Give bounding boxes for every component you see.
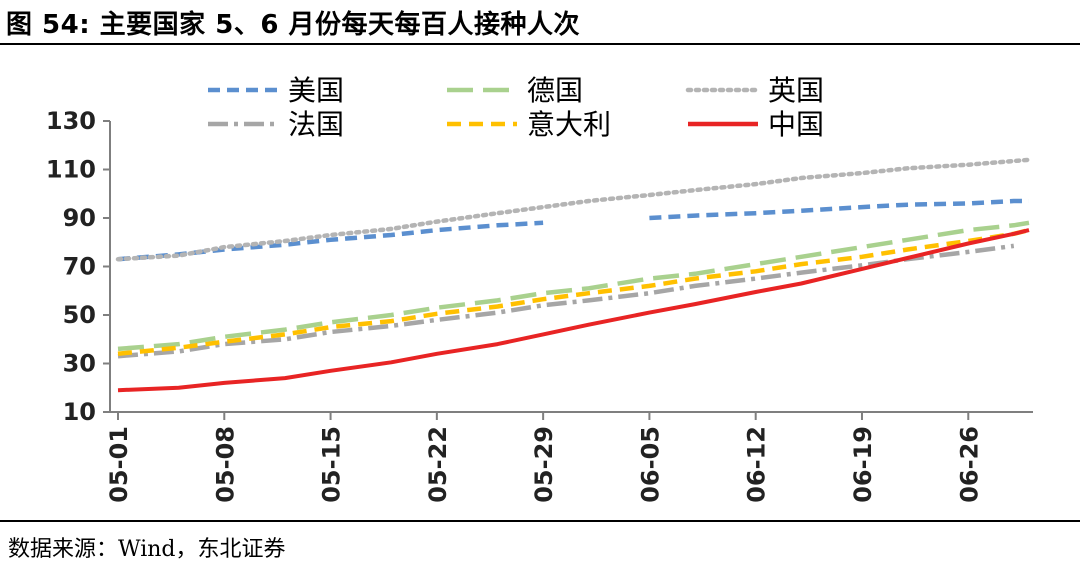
x-tick-label: 06-19: [849, 426, 877, 503]
legend-label-cn: 中国: [768, 108, 824, 141]
y-tick-label: 70: [63, 253, 96, 281]
chart-series: [115, 157, 1032, 393]
y-tick-label: 50: [63, 301, 96, 329]
series-line-fr: [117, 243, 1015, 359]
series-line-uk: [115, 157, 1032, 262]
series-line-it: [117, 227, 1030, 357]
source-note: 数据来源：Wind，东北证券: [8, 537, 286, 562]
legend-label-us: 美国: [288, 74, 344, 107]
legend-label-uk: 英国: [768, 74, 824, 107]
x-tick-label: 06-05: [636, 426, 664, 503]
x-tick-label: 06-26: [955, 426, 983, 503]
series-line-de: [117, 220, 1030, 352]
x-tick-label: 05-29: [530, 426, 558, 503]
y-tick-label: 110: [46, 156, 96, 184]
x-tick-label: 05-22: [424, 426, 452, 503]
x-tick-label: 05-01: [105, 426, 133, 503]
y-tick-label: 90: [63, 204, 96, 232]
page-title: 图 54: 主要国家 5、6 月份每天每百人接种人次: [6, 10, 580, 40]
y-tick-label: 130: [46, 107, 96, 135]
legend-label-it: 意大利: [527, 108, 611, 141]
y-tick-label: 30: [63, 350, 96, 378]
title-divider: [0, 43, 1080, 45]
legend-label-de: 德国: [527, 74, 583, 107]
series-line-cn: [117, 228, 1030, 393]
x-tick-label: 05-15: [318, 426, 346, 503]
source-divider: [0, 520, 1080, 522]
legend-label-fr: 法国: [288, 108, 344, 141]
x-tick-label: 06-12: [743, 426, 771, 503]
chart-axes: 10 30 50 70 90 110 130 05-01 05-08 05-15 05-22 05-2…: [46, 107, 1033, 503]
x-tick-label: 05-08: [211, 426, 239, 503]
y-tick-label: 10: [63, 398, 96, 426]
